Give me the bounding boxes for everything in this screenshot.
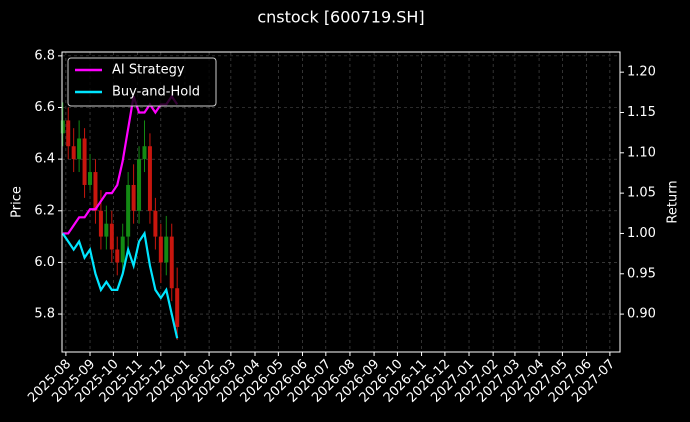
legend-label: AI Strategy [112,63,185,78]
y2-tick-label: 1.20 [627,65,656,80]
legend: AI Strategy Buy-and-Hold [67,57,217,107]
candle-body [93,172,98,211]
candle-body [109,223,114,250]
y2-axis-label: Return [666,180,681,223]
chart-title: cnstock [600719.SH] [257,8,424,27]
return-line [62,94,179,235]
y2-tick-label: 1.05 [627,186,656,201]
y-tick-label: 6.4 [34,152,55,167]
y2-tick-label: 1.15 [627,105,656,120]
candle-body [60,120,65,134]
candle-body [131,184,136,211]
candle-body [175,288,180,327]
candle-body [169,236,174,289]
candle-body [66,120,71,147]
candle-body [126,184,131,237]
y2-tick-label: 1.00 [627,226,656,241]
legend-label: Buy-and-Hold [112,85,200,100]
candle-body [104,223,109,237]
candle-body [98,210,103,237]
legend-box [67,57,217,107]
candle-body [120,236,125,263]
candle-body [164,236,169,263]
y2-tick-label: 0.90 [627,307,656,322]
y-tick-label: 6.0 [34,255,55,270]
candle-body [147,146,152,211]
y-axis-label: Price [10,186,25,218]
candle-body [77,138,82,160]
y-tick-label: 6.8 [34,48,55,63]
candle-body [137,159,142,211]
y-tick-label: 6.6 [34,100,55,115]
candle-body [88,172,93,185]
y2-tick-label: 0.95 [627,266,656,281]
candle-body [142,146,147,160]
candle-body [82,138,87,185]
y2-tick-label: 1.10 [627,145,656,160]
y-tick-label: 6.2 [34,203,55,218]
candle-body [158,236,163,263]
candle-body [71,146,76,160]
plot-frame [61,51,621,353]
candle-body [153,210,158,237]
candle-body [115,249,120,263]
y-tick-label: 5.8 [34,307,55,322]
return-line [61,230,179,339]
